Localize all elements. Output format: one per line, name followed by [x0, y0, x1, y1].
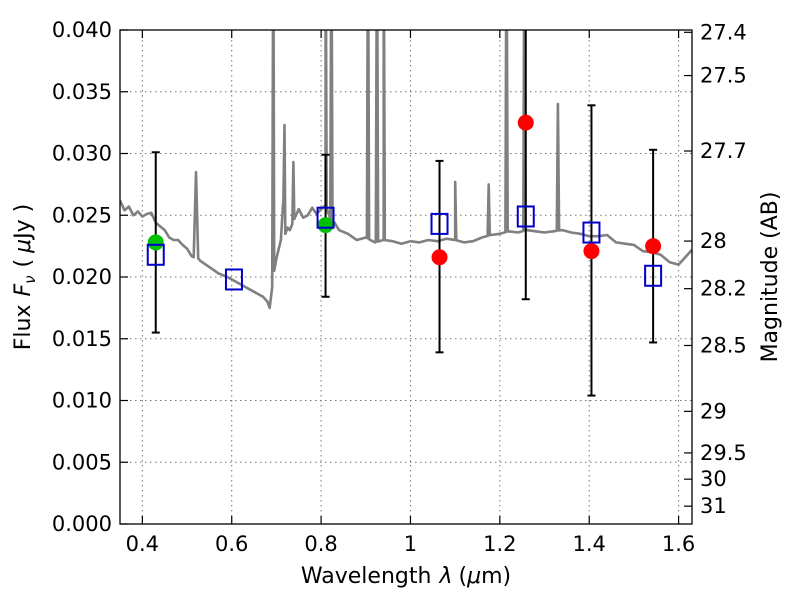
- mag-tick-label-6: 29: [700, 399, 727, 423]
- mag-tick-label-5: 28.5: [700, 333, 747, 357]
- mag-tick-label-4: 28.2: [700, 277, 747, 301]
- y-axis-label-unit-rest: Jy ): [11, 204, 36, 241]
- mag-tick-label-7: 29.5: [700, 441, 747, 465]
- y-tick-label-6: 0.030: [52, 142, 112, 166]
- observed-point-1-3: [645, 238, 662, 255]
- y-tick-labels: 0.000 0.005 0.010 0.015 0.020 0.025 0.030 0.035…: [52, 18, 112, 536]
- y-axis-label-unit-open: (: [11, 259, 36, 268]
- y-axis-label: Flux Fν ( μJy ): [11, 204, 39, 350]
- y-tick-label-0: 0.000: [52, 512, 112, 536]
- y-axis-label-symbol: F: [11, 284, 36, 297]
- model-box-6: [644, 264, 663, 287]
- mag-tick-label-9: 31: [700, 494, 727, 518]
- observed-point-1-0: [431, 249, 448, 266]
- observed-point-0-1: [317, 217, 334, 234]
- x-tick-label-1: 0.6: [215, 532, 248, 556]
- x-axis-label-text: Wavelength: [301, 564, 432, 589]
- x-axis-label-unit-mu: μ: [466, 564, 481, 589]
- observed-point-0-0: [147, 234, 164, 251]
- x-tick-labels: 0.4 0.6 0.8 1 1.2 1.4 1.6: [126, 532, 696, 556]
- observed-point-1-2: [583, 243, 600, 260]
- y-axis-label-sub: ν: [21, 275, 39, 283]
- x-axis-label-unit-open: (: [458, 564, 467, 589]
- x-tick-label-2: 0.8: [304, 532, 337, 556]
- model-box-0: [146, 243, 165, 266]
- x-axis-label-symbol: λ: [438, 564, 452, 589]
- y-tick-label-7: 0.035: [52, 80, 112, 104]
- y-tick-label-3: 0.015: [52, 327, 112, 351]
- x-tick-label-4: 1.2: [483, 532, 516, 556]
- model-box-4: [516, 205, 535, 228]
- x-tick-label-6: 1.6: [662, 532, 695, 556]
- y-tick-label-2: 0.010: [52, 389, 112, 413]
- y-tick-label-1: 0.005: [52, 450, 112, 474]
- x-tick-label-3: 1: [404, 532, 417, 556]
- mag-tick-label-0: 27.4: [700, 20, 747, 44]
- model-box-5: [582, 221, 601, 244]
- template-spectrum-line: [120, 30, 692, 310]
- y-tick-label-5: 0.025: [52, 203, 112, 227]
- magnitude-tick-labels: 27.4 27.5 27.7 28 28.2 28.5 29 29.530 31: [700, 20, 747, 518]
- x-tick-label-0: 0.4: [126, 532, 159, 556]
- mag-tick-label-8: 30: [700, 467, 727, 491]
- y-tick-label-8: 0.040: [52, 18, 112, 42]
- y-axis-label-unit-mu: μ: [11, 239, 36, 254]
- x-axis-label-unit-rest: m): [481, 564, 511, 589]
- model-box-2: [316, 206, 335, 229]
- observed-point-1-1: [517, 114, 534, 131]
- model-box-3: [430, 212, 449, 235]
- data-markers: [146, 114, 663, 291]
- y-tick-label-4: 0.020: [52, 265, 112, 289]
- magnitude-axis-label: Magnitude (AB): [758, 192, 783, 363]
- mag-tick-label-3: 28: [700, 229, 727, 253]
- y-axis-label-text: Flux: [11, 305, 36, 351]
- template-spectrum: [120, 30, 692, 310]
- x-axis-label: Wavelength λ (μm): [301, 564, 511, 589]
- mag-tick-label-2: 27.7: [700, 139, 747, 163]
- axis-ticks: [120, 29, 692, 525]
- mag-tick-label-1: 27.5: [700, 64, 747, 88]
- x-tick-label-5: 1.4: [573, 532, 606, 556]
- model-box-1: [224, 268, 243, 291]
